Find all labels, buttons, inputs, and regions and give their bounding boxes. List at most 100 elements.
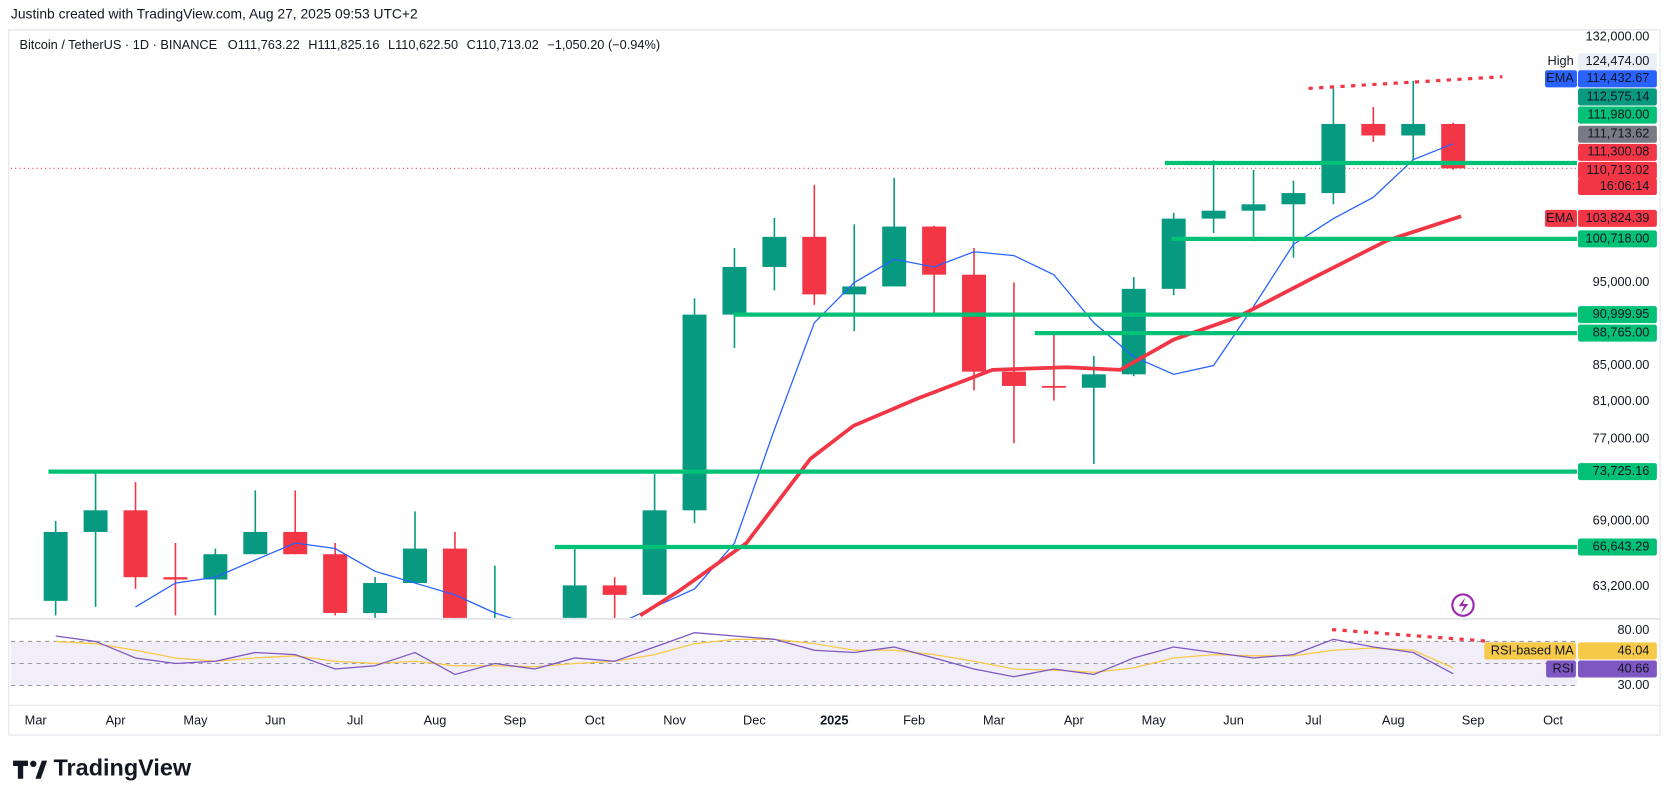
x-tick-label: Aug [424,713,447,728]
candle-body [962,274,987,372]
candle-body [1241,204,1266,211]
candle-body [882,226,907,287]
price-label: 112,575.14 [1586,88,1649,103]
symbol-title: Bitcoin / TetherUS · 1D · BINANCE [19,37,217,52]
price-label-box [1578,209,1657,227]
rsi-name: RSI [1552,660,1573,675]
candle-body [203,554,228,580]
y-tick-label: 85,000.00 [1593,357,1650,372]
x-tick-label: Apr [106,713,127,728]
price-label: 111,713.62 [1587,126,1649,141]
brand: TradingView [54,754,192,780]
candle-body [1201,210,1226,219]
y-tick-label: 69,000.00 [1593,512,1650,527]
rsi-label-box [1578,660,1657,678]
x-tick-label: Jun [265,713,286,728]
rsi-name-box [1484,642,1576,660]
candle-body [922,226,947,275]
candle-body [243,531,268,555]
trendline [1308,75,1503,91]
x-tick-label: May [1142,713,1167,728]
candle-body [523,625,547,638]
y-tick-label: 77,000.00 [1593,431,1650,446]
candle-body [1441,123,1466,169]
candle-body [682,314,707,511]
level-label: 66,643.29 [1593,538,1650,553]
price-label: 16:06:14 [1600,178,1650,193]
x-tick-label: Mar [983,713,1006,728]
candle-body [43,531,68,601]
level-label-box [1578,463,1657,481]
price-label-box [1578,177,1657,195]
x-tick-label: Jul [1305,713,1321,728]
y-tick-label: 132,000.00 [1586,29,1650,44]
candle-body [1041,385,1066,388]
x-tick-label: May [183,713,208,728]
level-label-box [1578,538,1657,556]
rsi-trendline [1331,628,1490,643]
x-tick-label: Aug [1382,713,1405,728]
alert-icon-bolt [1458,597,1469,614]
x-tick-label: Feb [903,713,925,728]
rsi-value-label: 40.66 [1617,660,1649,675]
rsi-name-box [1546,660,1576,678]
candle-body [762,236,787,267]
level-label: 88,765.00 [1593,325,1650,340]
price-label: 110,713.02 [1586,162,1649,177]
price-tag-box [1545,70,1577,88]
candle-body [163,577,188,580]
frame [8,29,1661,736]
candle-body [1161,218,1186,289]
ohlc-value: L110,622.50 [388,37,458,52]
x-tick-label: Oct [1543,713,1563,728]
candle-body [842,286,867,295]
price-label: 111,300.08 [1587,144,1649,159]
price-label: 124,474.00 [1586,53,1650,68]
level-label: 73,725.16 [1593,463,1650,478]
candle-body [83,510,108,532]
candle-body [1321,123,1346,194]
candle-body [602,585,627,595]
level-label-box [1578,324,1657,342]
main-pane [10,80,1577,639]
price-label-box [1578,106,1657,124]
candle-body [722,266,747,315]
x-tick-label: Sep [1462,713,1485,728]
ohlc-value: H111,825.16 [308,37,379,52]
price-tag: EMA [1546,210,1574,225]
candle-body [1001,371,1026,386]
candle-body [802,236,827,295]
x-tick-label: Mar [25,713,48,728]
x-tick-label: 2025 [820,713,848,728]
candle-body [363,583,388,613]
x-tick-label: Apr [1064,713,1085,728]
ohlc-value: −1,050.20 (−0.94%) [547,37,660,52]
level-label-box [1578,306,1657,324]
price-label-box [1578,88,1657,106]
candle-body [483,638,507,639]
alert-icon[interactable] [1451,593,1475,617]
rsi-line [55,638,1454,673]
ema-line [135,143,1454,618]
rsi-tick-label: 80.00 [1617,622,1649,637]
y-tick-label: 63,200.00 [1593,578,1650,593]
level-label-box [1578,230,1657,248]
price-tag: High [1548,53,1574,68]
credit: Justinb created with TradingView.com, Au… [11,6,418,22]
y-tick-label: 81,000.00 [1593,393,1650,408]
candle-body [442,548,467,618]
price-label-box [1578,161,1657,179]
x-tick-label: Jul [347,713,363,728]
x-tick-label: Sep [503,713,526,728]
level-label: 90,999.95 [1593,306,1650,321]
price-label-box [1578,143,1657,161]
price-label: 111,980.00 [1587,106,1649,121]
ohlc-value: C110,713.02 [467,37,539,52]
price-label: 103,824.39 [1586,210,1650,225]
logo [13,760,48,779]
rsi-line [55,632,1454,678]
x-tick-label: Jun [1223,713,1244,728]
price-label-box [1578,70,1657,88]
candle-body [403,548,427,584]
